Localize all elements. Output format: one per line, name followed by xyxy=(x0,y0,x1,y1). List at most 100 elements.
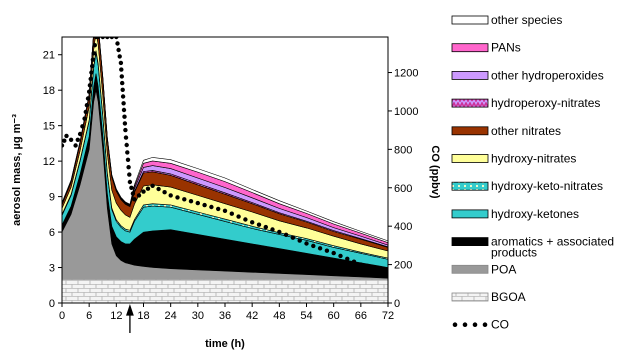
co-point xyxy=(162,190,167,195)
co-point xyxy=(127,172,132,177)
co-point xyxy=(68,137,74,142)
co-point xyxy=(89,70,94,75)
y-left-tick-label: 6 xyxy=(49,227,55,239)
y-right-tick-label: 600 xyxy=(394,183,412,195)
y-left-tick-label: 15 xyxy=(43,121,55,133)
legend-swatch-other-hydroperoxides xyxy=(451,71,489,80)
x-tick-label: 66 xyxy=(355,310,367,322)
legend-label: hydroxy-nitrates xyxy=(491,152,576,166)
co-point xyxy=(338,253,343,259)
y-left-tick-label: 3 xyxy=(49,263,55,275)
legend-label: hydroxy-ketones xyxy=(491,207,579,221)
co-point xyxy=(129,185,134,190)
co-point xyxy=(277,229,282,235)
co-point xyxy=(64,133,69,139)
co-point xyxy=(62,143,65,148)
legend-swatch-other-species xyxy=(451,15,489,25)
co-point xyxy=(126,165,131,170)
y-right-tick-label: 800 xyxy=(394,144,412,156)
co-point xyxy=(156,186,161,192)
co-point xyxy=(311,243,316,249)
co-point xyxy=(317,246,323,251)
x-tick-label: 42 xyxy=(246,310,258,322)
co-point xyxy=(385,268,388,273)
area-bgoa xyxy=(62,279,388,303)
co-point xyxy=(124,142,129,148)
co-point xyxy=(109,37,114,40)
stacked-areas xyxy=(62,37,388,303)
co-point xyxy=(105,37,110,40)
co-point xyxy=(80,124,85,129)
co-point xyxy=(82,116,87,121)
co-point xyxy=(229,211,234,216)
x-tick-label: 24 xyxy=(165,310,177,322)
y-right-tick-label: 1200 xyxy=(394,68,418,80)
co-point xyxy=(297,238,302,243)
x-tick-label: 60 xyxy=(328,310,340,322)
co-point xyxy=(127,179,133,185)
legend-co-dot xyxy=(472,322,478,328)
co-point xyxy=(83,109,89,115)
co-point xyxy=(216,206,221,212)
co-point xyxy=(85,96,91,101)
x-tick-label: 54 xyxy=(300,310,312,322)
x-tick-label: 48 xyxy=(273,310,285,322)
co-point xyxy=(62,138,67,143)
co-point xyxy=(87,83,93,88)
co-point xyxy=(116,47,121,53)
co-point xyxy=(263,224,268,230)
legend-swatch-hydroxy-ketones xyxy=(451,209,489,219)
legend-swatch-bgoa xyxy=(451,292,489,302)
co-point xyxy=(188,199,194,204)
co-point xyxy=(92,43,98,48)
co-point xyxy=(122,114,127,119)
co-point xyxy=(84,103,90,108)
x-tick-label: 6 xyxy=(86,310,92,322)
co-point xyxy=(120,94,126,99)
legend-label: other nitrates xyxy=(491,124,561,138)
co-point xyxy=(150,183,155,188)
co-point xyxy=(351,259,357,264)
co-point xyxy=(117,54,122,59)
co-point xyxy=(250,220,255,225)
co-point xyxy=(372,265,377,270)
legend-label: BGOA xyxy=(491,290,526,304)
co-point xyxy=(120,87,125,93)
legend-swatch-hydroxy-keto-nitrates xyxy=(451,181,489,191)
co-point xyxy=(256,222,262,227)
co-point xyxy=(121,101,126,106)
co-point xyxy=(345,256,350,261)
legend-co-dot xyxy=(482,322,488,328)
co-point xyxy=(119,74,125,79)
co-point xyxy=(290,235,296,240)
co-point xyxy=(91,51,96,56)
legend-label: POA xyxy=(491,262,516,276)
legend-swatch-hydroxy-nitrates xyxy=(451,154,489,163)
co-point xyxy=(236,214,241,219)
legend-swatch-hydroperoxy-nitrates xyxy=(451,98,489,108)
x-tick-label: 12 xyxy=(110,310,122,322)
co-point xyxy=(209,204,214,210)
co-point xyxy=(145,186,151,191)
co-point xyxy=(202,202,207,208)
co-point xyxy=(365,263,370,269)
legend: other species PANs other hydroperoxides hyd… xyxy=(451,13,614,332)
legend-label: PANs xyxy=(491,41,521,55)
y-right-tick-label: 1000 xyxy=(394,106,418,118)
co-point xyxy=(175,195,180,200)
co-point xyxy=(243,217,248,222)
x-axis-label: time (h) xyxy=(205,338,245,350)
legend-swatch-pans xyxy=(451,43,489,53)
co-point xyxy=(130,191,136,196)
co-point xyxy=(87,89,92,94)
co-point xyxy=(121,107,127,113)
time-marker-arrow xyxy=(126,303,134,333)
co-point xyxy=(283,232,289,237)
co-point xyxy=(358,262,363,267)
legend-swatch-aromatics-associated-products xyxy=(451,237,489,247)
legend-co-dot xyxy=(452,322,458,328)
legend-label: hydroperoxy-nitrates xyxy=(491,96,600,110)
co-point xyxy=(115,41,120,46)
co-point xyxy=(324,248,330,253)
